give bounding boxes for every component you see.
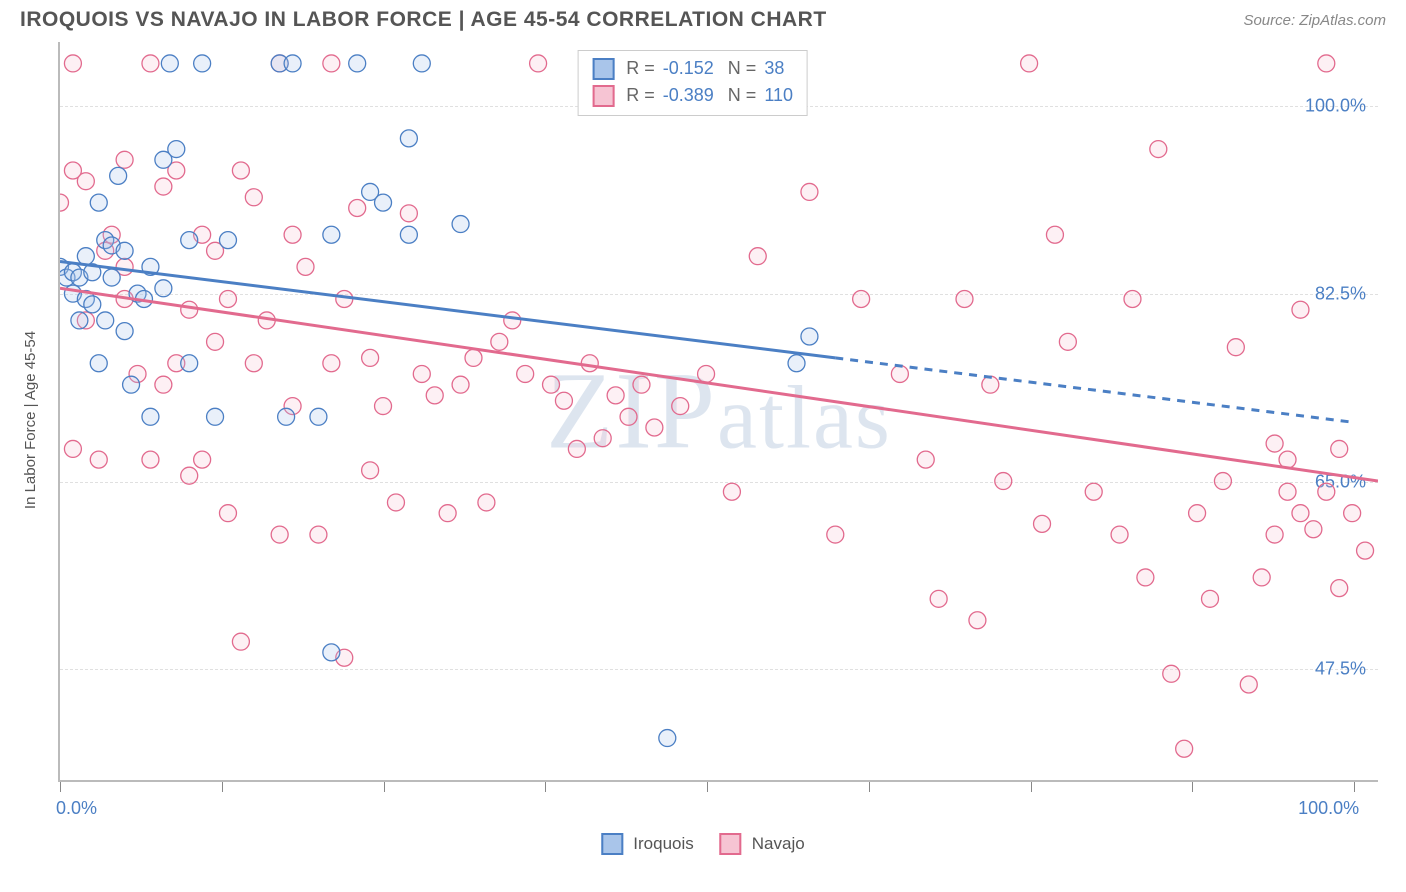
x-tick xyxy=(60,782,61,792)
x-tick xyxy=(1031,782,1032,792)
navajo-N-value: 110 xyxy=(764,82,793,109)
legend-label-iroquois: Iroquois xyxy=(633,834,693,854)
x-tick xyxy=(1192,782,1193,792)
trend-line xyxy=(60,288,1378,481)
x-tick xyxy=(707,782,708,792)
x-tick xyxy=(1354,782,1355,792)
x-tick-label: 100.0% xyxy=(1298,798,1359,819)
legend-label-navajo: Navajo xyxy=(752,834,805,854)
series-legend: Iroquois Navajo xyxy=(601,833,804,855)
legend-row-iroquois: R = -0.152 N = 38 xyxy=(592,55,793,82)
x-tick xyxy=(869,782,870,792)
plot-area: ZIPatlas R = -0.152 N = 38 R = -0.389 N … xyxy=(58,42,1378,782)
correlation-legend: R = -0.152 N = 38 R = -0.389 N = 110 xyxy=(577,50,808,116)
legend-item-navajo[interactable]: Navajo xyxy=(720,833,805,855)
swatch-navajo xyxy=(592,85,614,107)
swatch-iroquois-icon xyxy=(601,833,623,855)
x-tick xyxy=(545,782,546,792)
swatch-navajo-icon xyxy=(720,833,742,855)
navajo-R-value: -0.389 xyxy=(663,82,714,109)
trend-lines-layer xyxy=(60,42,1378,781)
legend-row-navajo: R = -0.389 N = 110 xyxy=(592,82,793,109)
swatch-iroquois xyxy=(592,58,614,80)
y-axis-title: In Labor Force | Age 45-54 xyxy=(22,331,39,509)
legend-item-iroquois[interactable]: Iroquois xyxy=(601,833,693,855)
source-label: Source: ZipAtlas.com xyxy=(1243,12,1386,29)
x-tick xyxy=(222,782,223,792)
x-tick-label: 0.0% xyxy=(56,798,97,819)
iroquois-N-value: 38 xyxy=(764,55,784,82)
chart-title: IROQUOIS VS NAVAJO IN LABOR FORCE | AGE … xyxy=(20,8,827,32)
x-tick xyxy=(384,782,385,792)
trend-line xyxy=(60,262,835,358)
iroquois-R-value: -0.152 xyxy=(663,55,714,82)
